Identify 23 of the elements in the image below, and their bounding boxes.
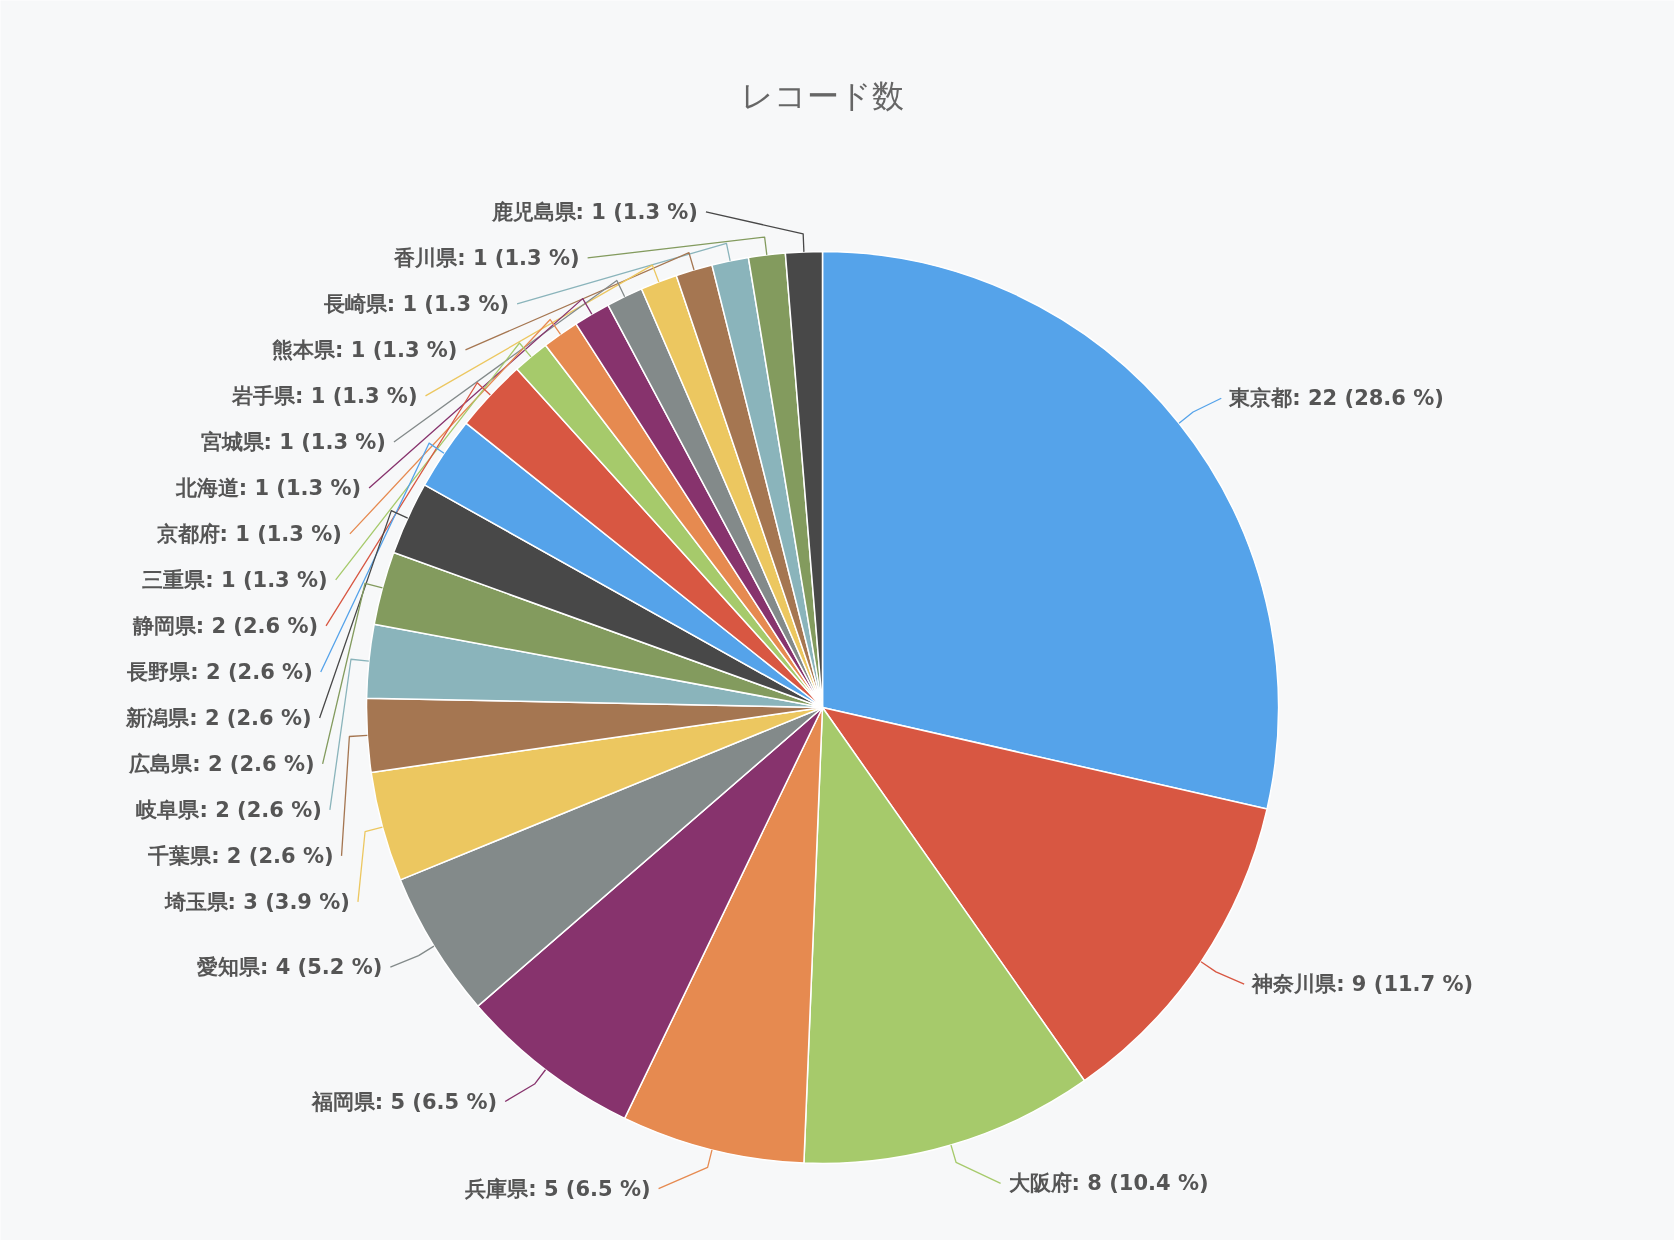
slice-label: 東京都: 22 (28.6 %) <box>1228 386 1444 411</box>
slice-label: 千葉県: 2 (2.6 %) <box>147 843 334 868</box>
slice-label: 岐阜県: 2 (2.6 %) <box>136 797 322 822</box>
slice-label: 兵庫県: 5 (6.5 %) <box>464 1176 651 1201</box>
slice-label: 鹿児島県: 1 (1.3 %) <box>490 199 698 224</box>
slice-label: 福岡県: 5 (6.5 %) <box>310 1089 498 1114</box>
slice-label: 岩手県: 1 (1.3 %) <box>231 383 418 408</box>
slice-label: 広島県: 2 (2.6 %) <box>128 751 315 776</box>
slice-label: 静岡県: 2 (2.6 %) <box>131 613 319 638</box>
slice-label: 長野県: 2 (2.6 %) <box>126 659 313 684</box>
chart-title: レコード数 <box>741 76 904 115</box>
slice-label: 北海道: 1 (1.3 %) <box>174 475 362 500</box>
slice-label: 新潟県: 2 (2.6 %) <box>125 705 312 730</box>
slice-label: 愛知県: 4 (5.2 %) <box>196 955 383 980</box>
slice-label: 神奈川県: 9 (11.7 %) <box>1251 972 1474 997</box>
slice-label: 京都府: 1 (1.3 %) <box>155 521 342 546</box>
slice-label: 宮城県: 1 (1.3 %) <box>200 429 386 454</box>
slice-label: 長崎県: 1 (1.3 %) <box>322 291 510 316</box>
slice-label: 三重県: 1 (1.3 %) <box>142 567 328 592</box>
slice-label: 大阪府: 8 (10.4 %) <box>1008 1171 1209 1196</box>
slice-label: 埼玉県: 3 (3.9 %) <box>163 889 350 914</box>
slice-label: 熊本県: 1 (1.3 %) <box>272 337 458 362</box>
slice-label: 香川県: 1 (1.3 %) <box>393 245 580 270</box>
